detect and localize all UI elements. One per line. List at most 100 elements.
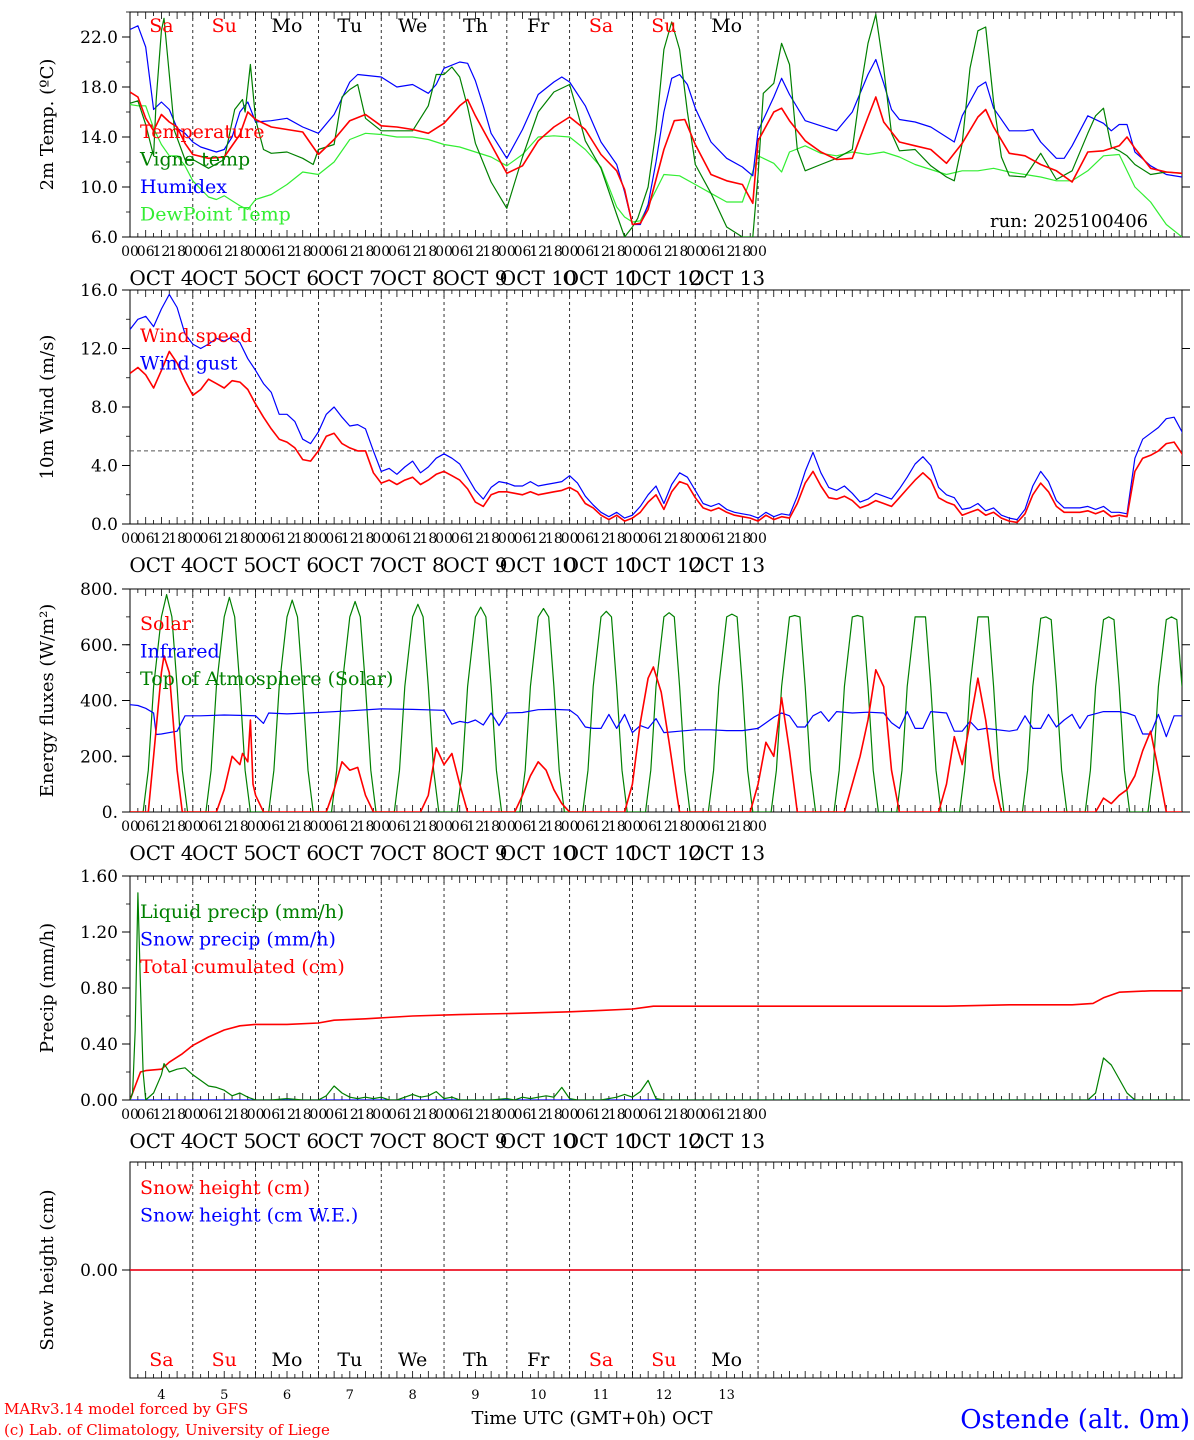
precip-hour-label: 12 (278, 1107, 296, 1123)
precip-hour-label: 12 (718, 1107, 736, 1123)
precip-hour-label: 00 (561, 1107, 579, 1123)
precip-hour-label: 12 (341, 1107, 359, 1123)
weekday-label-top: Mo (711, 15, 742, 37)
precip-date-label: OCT 8 (381, 1129, 445, 1153)
temp-date-label: OCT 6 (255, 266, 319, 290)
precip-ylabel: Precip (mm/h) (37, 923, 58, 1053)
temp-hour-label: 06 (514, 244, 532, 260)
wind-hour-label: 06 (262, 531, 280, 547)
weekday-label-bottom: Su (212, 1349, 237, 1371)
energy-hour-label: 06 (262, 819, 280, 835)
wind-hour-label: 12 (152, 531, 170, 547)
wind-hour-label: 18 (168, 531, 186, 547)
wind-series-wind-gust (130, 293, 1182, 521)
wind-hour-label: 06 (514, 531, 532, 547)
wind-hour-label: 06 (451, 531, 469, 547)
energy-frame (129, 588, 1183, 813)
wind-hour-label: 06 (702, 531, 720, 547)
precip-date-label: OCT 12 (625, 1129, 702, 1153)
weekday-label-bottom: Tu (337, 1349, 362, 1371)
energy-legend-top-of-atmosphere-solar: Top of Atmosphere (Solar) (140, 668, 393, 690)
weekday-label-top: Tu (337, 15, 362, 37)
temp-date-label: OCT 7 (318, 266, 382, 290)
snow-ytick-label: 0.00 (80, 1261, 118, 1281)
energy-date-label: OCT 5 (192, 841, 256, 865)
energy-hour-label: 06 (576, 819, 594, 835)
weekday-label-bottom: Su (651, 1349, 676, 1371)
energy-date-label: OCT 13 (688, 841, 765, 865)
precip-date-label: OCT 4 (129, 1129, 193, 1153)
precip-hour-label: 12 (655, 1107, 673, 1123)
temp-ytick-label: 18.0 (80, 78, 118, 98)
weekday-label-top: Mo (272, 15, 303, 37)
temp-hour-label: 12 (215, 244, 233, 260)
wind-ytick-label: 4.0 (91, 457, 118, 477)
wind-hour-label: 12 (341, 531, 359, 547)
precip-ytick-label: 0.80 (80, 979, 118, 999)
energy-hour-label: 00 (372, 819, 390, 835)
energy-ytick-label: 400. (80, 692, 118, 712)
precip-date-label: OCT 6 (255, 1129, 319, 1153)
energy-hour-label: 12 (278, 819, 296, 835)
energy-hour-label: 06 (514, 819, 532, 835)
temp-date-label: OCT 11 (563, 266, 640, 290)
precip-legend-snow-precip-mm-h: Snow precip (mm/h) (140, 929, 336, 951)
precip-hour-label: 00 (686, 1107, 704, 1123)
wind-hour-label: 00 (247, 531, 265, 547)
temp-hour-label: 18 (482, 244, 500, 260)
weekday-label-bottom: Fr (527, 1349, 550, 1371)
wind-hour-label: 00 (624, 531, 642, 547)
day-number-label: 13 (718, 1388, 735, 1403)
precip-ytick-label: 0.40 (80, 1035, 118, 1055)
weekday-label-bottom: Sa (149, 1349, 173, 1371)
model-credit: MARv3.14 model forced by GFS (4, 1400, 248, 1418)
temp-ylabel: 2m Temp. (ºC) (37, 59, 58, 191)
precip-hour-label: 00 (247, 1107, 265, 1123)
wind-hour-label: 18 (482, 531, 500, 547)
energy-hour-label: 18 (419, 819, 437, 835)
wind-date-label: OCT 12 (625, 553, 702, 577)
wind-date-label: OCT 13 (688, 553, 765, 577)
energy-date-label: OCT 12 (625, 841, 702, 865)
precip-hour-label: 12 (467, 1107, 485, 1123)
temp-series-vigne-temp (130, 13, 1182, 237)
day-number-label: 7 (346, 1388, 354, 1403)
wind-hour-label: 00 (749, 531, 767, 547)
temp-hour-label: 00 (624, 244, 642, 260)
energy-series-solar (130, 655, 1182, 812)
wind-hour-label: 00 (184, 531, 202, 547)
wind-hour-label: 06 (639, 531, 657, 547)
temp-series-dewpoint-temp (130, 103, 1182, 237)
wind-hour-label: 12 (215, 531, 233, 547)
snow-panel: 0.00 Snow height (cm) Snow height (cm) Snow… (37, 1161, 1190, 1403)
temp-date-label: OCT 5 (192, 266, 256, 290)
precip-hour-label: 06 (200, 1107, 218, 1123)
precip-hour-label: 06 (702, 1107, 720, 1123)
energy-hour-label: 18 (545, 819, 563, 835)
wind-series-wind-speed (130, 350, 1182, 524)
wind-hour-label: 18 (545, 531, 563, 547)
energy-hour-label: 18 (608, 819, 626, 835)
precip-hour-label: 06 (451, 1107, 469, 1123)
energy-hour-label: 18 (671, 819, 689, 835)
day-number-label: 4 (157, 1388, 165, 1403)
temp-series-humidex (130, 25, 1182, 226)
energy-hour-label: 12 (467, 819, 485, 835)
energy-hour-label: 18 (357, 819, 375, 835)
energy-hour-label: 12 (152, 819, 170, 835)
precip-hour-label: 18 (482, 1107, 500, 1123)
temp-hour-label: 00 (121, 244, 139, 260)
precip-hour-label: 06 (388, 1107, 406, 1123)
precip-hour-label: 06 (639, 1107, 657, 1123)
energy-ytick-label: 0. (102, 803, 118, 823)
wind-hour-label: 18 (357, 531, 375, 547)
wind-hour-label: 06 (137, 531, 155, 547)
wind-date-label: OCT 4 (129, 553, 193, 577)
wind-hour-label: 18 (608, 531, 626, 547)
wind-date-label: OCT 7 (318, 553, 382, 577)
precip-hour-label: 00 (121, 1107, 139, 1123)
wind-hour-label: 06 (576, 531, 594, 547)
precip-hour-label: 00 (372, 1107, 390, 1123)
precip-hour-label: 18 (294, 1107, 312, 1123)
wind-legend-wind-speed: Wind speed (140, 325, 252, 347)
